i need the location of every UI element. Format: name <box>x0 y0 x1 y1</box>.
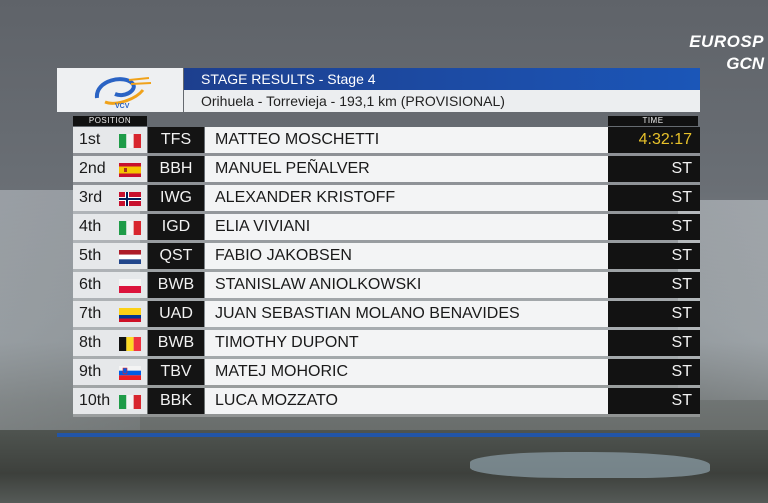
time-gap: ST <box>608 301 700 327</box>
position-label: 5th <box>79 247 102 264</box>
result-row: 5th QST FABIO JAKOBSEN ST <box>73 243 700 272</box>
slovenia-flag-icon <box>119 366 141 380</box>
position-cell: 6th <box>73 272 147 298</box>
row-separator <box>73 153 700 156</box>
rider-name: ALEXANDER KRISTOFF <box>205 185 608 211</box>
row-separator <box>73 211 700 214</box>
position-label: 1st <box>79 131 101 148</box>
team-code: UAD <box>148 301 204 327</box>
colombia-flag-icon <box>119 308 141 322</box>
position-label: 8th <box>79 334 102 351</box>
time-column-header: TIME <box>608 116 698 126</box>
time-gap: ST <box>608 214 700 240</box>
time-gap: ST <box>608 243 700 269</box>
result-row: 9th TBV MATEJ MOHORIC ST <box>73 359 700 388</box>
poland-flag-icon <box>119 279 141 293</box>
row-separator <box>73 414 700 417</box>
background-water <box>470 452 710 478</box>
rider-name: MATEJ MOHORIC <box>205 359 608 385</box>
position-column-header: POSITION <box>73 116 147 126</box>
italy-flag-icon <box>119 221 141 235</box>
team-code: BWB <box>148 330 204 356</box>
gcn-wordmark: GCN <box>726 54 764 73</box>
result-row: 10th BBK LUCA MOZZATO ST <box>73 388 700 417</box>
result-row: 7th UAD JUAN SEBASTIAN MOLANO BENAVIDES ST <box>73 301 700 330</box>
row-separator <box>73 385 700 388</box>
position-label: 9th <box>79 363 102 380</box>
team-code: TFS <box>148 127 204 153</box>
team-code: BWB <box>148 272 204 298</box>
result-row: 4th IGD ELIA VIVIANI ST <box>73 214 700 243</box>
position-cell: 3rd <box>73 185 147 211</box>
stage-title: STAGE RESULTS - Stage 4 <box>184 68 700 90</box>
rider-name: STANISLAW ANIOLKOWSKI <box>205 272 608 298</box>
row-separator <box>73 182 700 185</box>
time-gap: ST <box>608 330 700 356</box>
position-cell: 8th <box>73 330 147 356</box>
time-gap: ST <box>608 388 700 414</box>
panel-bottom-bar <box>57 433 700 437</box>
logo-text: VCV <box>115 103 130 110</box>
time-gap: ST <box>608 359 700 385</box>
leader-time: 4:32:17 <box>608 127 700 153</box>
belgium-flag-icon <box>119 337 141 351</box>
position-cell: 10th <box>73 388 147 414</box>
position-label: 10th <box>79 392 111 409</box>
time-gap: ST <box>608 272 700 298</box>
rider-name: ELIA VIVIANI <box>205 214 608 240</box>
rider-name: MANUEL PEÑALVER <box>205 156 608 182</box>
row-separator <box>73 269 700 272</box>
rider-name: FABIO JAKOBSEN <box>205 243 608 269</box>
rider-name: JUAN SEBASTIAN MOLANO BENAVIDES <box>205 301 608 327</box>
team-code: QST <box>148 243 204 269</box>
time-gap: ST <box>608 156 700 182</box>
race-logo: VCV <box>57 68 183 112</box>
team-code: IGD <box>148 214 204 240</box>
spain-flag-icon <box>119 163 141 177</box>
position-cell: 5th <box>73 243 147 269</box>
result-row: 1st TFS MATTEO MOSCHETTI 4:32:17 <box>73 127 700 156</box>
position-cell: 1st <box>73 127 147 153</box>
position-label: 2nd <box>79 160 106 177</box>
norway-flag-icon <box>119 192 141 206</box>
team-code: BBH <box>148 156 204 182</box>
position-cell: 4th <box>73 214 147 240</box>
row-separator <box>73 356 700 359</box>
result-row: 2nd BBH MANUEL PEÑALVER ST <box>73 156 700 185</box>
vcv-logo-icon: VCV <box>95 77 152 110</box>
stage-results-panel: VCV STAGE RESULTS - Stage 4 Orihuela - T… <box>57 68 700 438</box>
position-cell: 2nd <box>73 156 147 182</box>
position-label: 4th <box>79 218 102 235</box>
netherlands-flag-icon <box>119 250 141 264</box>
broadcaster-logo: EUROSP GCN <box>689 32 764 74</box>
result-row: 6th BWB STANISLAW ANIOLKOWSKI ST <box>73 272 700 301</box>
row-separator <box>73 327 700 330</box>
row-separator <box>73 240 700 243</box>
italy-flag-icon <box>119 134 141 148</box>
position-cell: 9th <box>73 359 147 385</box>
stage-subtitle: Orihuela - Torrevieja - 193,1 km (PROVIS… <box>184 90 700 112</box>
eurosport-wordmark: EUROSP <box>689 32 764 51</box>
position-cell: 7th <box>73 301 147 327</box>
time-gap: ST <box>608 185 700 211</box>
team-code: BBK <box>148 388 204 414</box>
position-label: 7th <box>79 305 102 322</box>
result-row: 8th BWB TIMOTHY DUPONT ST <box>73 330 700 359</box>
rider-name: MATTEO MOSCHETTI <box>205 127 608 153</box>
result-row: 3rd IWG ALEXANDER KRISTOFF ST <box>73 185 700 214</box>
rider-name: LUCA MOZZATO <box>205 388 608 414</box>
team-code: IWG <box>148 185 204 211</box>
rider-name: TIMOTHY DUPONT <box>205 330 608 356</box>
italy-flag-icon <box>119 395 141 409</box>
row-separator <box>73 298 700 301</box>
position-label: 6th <box>79 276 102 293</box>
position-label: 3rd <box>79 189 103 206</box>
team-code: TBV <box>148 359 204 385</box>
